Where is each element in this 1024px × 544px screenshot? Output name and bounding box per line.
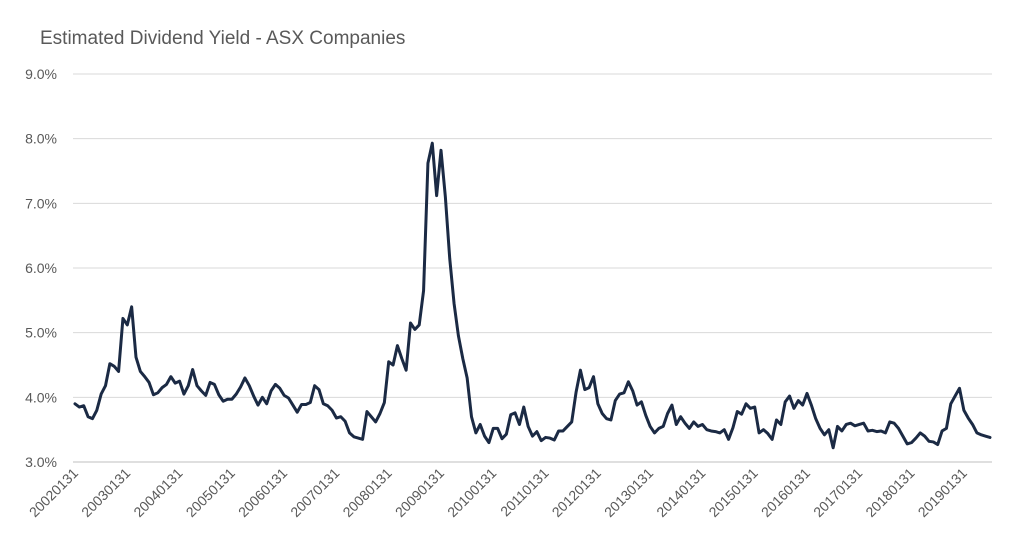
series-layer <box>73 141 992 450</box>
x-tick-label: 20070131 <box>287 465 343 521</box>
series-line <box>73 141 992 450</box>
gridlines <box>73 73 992 463</box>
x-tick-label: 20050131 <box>183 465 239 521</box>
x-tick-label: 20110131 <box>497 465 552 520</box>
chart-title: Estimated Dividend Yield - ASX Companies <box>40 28 406 49</box>
x-tick-label: 20170131 <box>810 465 866 521</box>
y-tick-label: 7.0% <box>25 195 57 211</box>
x-tick-label: 20020131 <box>26 465 82 521</box>
x-tick-label: 20030131 <box>78 465 134 521</box>
y-tick-label: 5.0% <box>25 325 57 341</box>
x-tick-label: 20190131 <box>915 465 971 521</box>
x-tick-label: 20130131 <box>601 465 657 521</box>
y-tick-label: 6.0% <box>25 260 57 276</box>
x-tick-label: 20180131 <box>862 465 918 521</box>
y-tick-label: 8.0% <box>25 131 57 147</box>
x-tick-label: 20120131 <box>549 465 605 521</box>
x-tick-label: 20150131 <box>705 465 761 521</box>
y-axis-ticks: 3.0% 4.0% 5.0% 6.0% 7.0% 8.0% 9.0% <box>25 66 57 470</box>
x-axis-ticks: 2002013120030131200401312005013120060131… <box>26 465 970 521</box>
x-tick-label: 20160131 <box>758 465 814 521</box>
y-tick-label: 4.0% <box>25 389 57 405</box>
x-tick-label: 20090131 <box>392 465 448 521</box>
y-tick-label: 9.0% <box>25 66 57 82</box>
x-tick-label: 20060131 <box>235 465 291 521</box>
x-tick-label: 20140131 <box>653 465 709 521</box>
x-tick-label: 20080131 <box>339 465 395 521</box>
x-tick-label: 20100131 <box>444 465 500 521</box>
x-tick-label: 20040131 <box>130 465 186 521</box>
y-tick-label: 3.0% <box>25 454 57 470</box>
